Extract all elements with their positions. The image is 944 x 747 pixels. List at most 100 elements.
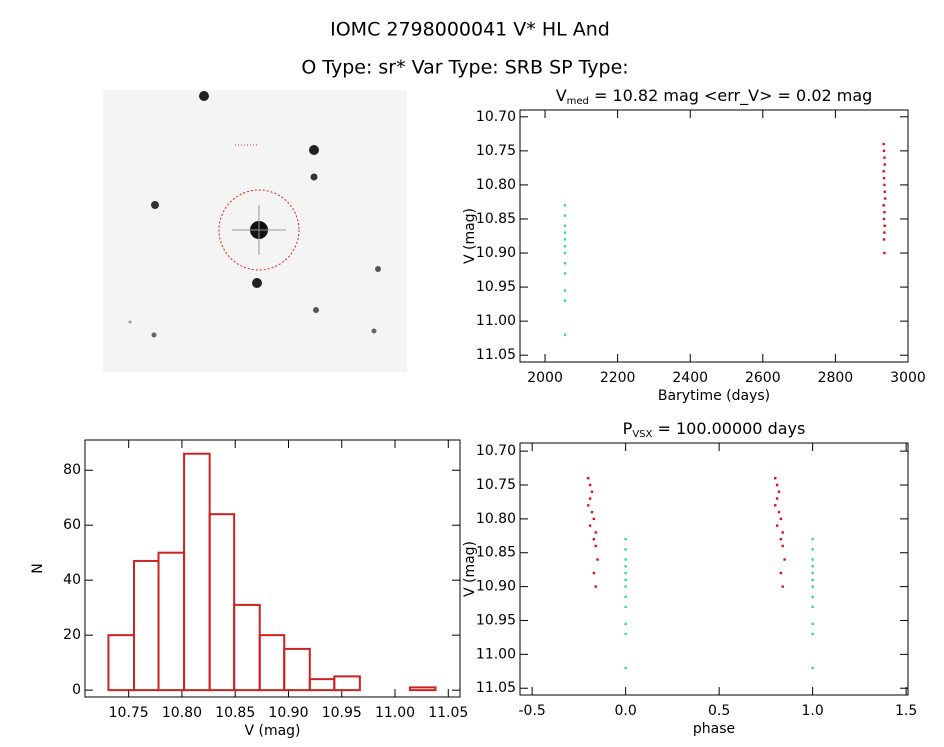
data-point — [624, 548, 627, 551]
data-point — [624, 578, 627, 582]
y-tick-label: 11.05 — [476, 347, 516, 363]
data-point — [563, 272, 567, 275]
data-point — [883, 210, 886, 214]
sky-image — [103, 90, 407, 372]
data-point — [588, 483, 592, 487]
data-point — [592, 537, 596, 541]
data-point — [883, 156, 886, 159]
data-point — [624, 632, 627, 636]
data-point — [811, 558, 814, 561]
x-tick-label: 2800 — [818, 370, 854, 386]
histogram-bar — [283, 647, 311, 692]
y-tick-label: 10.95 — [476, 279, 516, 295]
data-point — [588, 524, 592, 527]
data-point — [883, 231, 886, 234]
x-tick-label: 3000 — [890, 370, 926, 386]
x-tick-label: 10.80 — [162, 705, 202, 721]
data-point — [590, 490, 594, 493]
data-point — [774, 504, 777, 507]
y-tick-label: 11.00 — [476, 313, 516, 329]
data-point — [779, 517, 783, 521]
data-point — [882, 149, 886, 153]
y-tick-label: 10.95 — [476, 612, 516, 628]
data-point — [783, 558, 786, 561]
data-point — [811, 666, 814, 670]
data-point — [592, 571, 596, 575]
data-point — [781, 544, 784, 548]
data-point — [596, 558, 599, 561]
y-tick-label: 11.00 — [476, 646, 516, 662]
y-tick-label: 10.75 — [476, 143, 516, 159]
data-point — [624, 622, 627, 626]
data-point — [781, 531, 784, 534]
data-point — [563, 333, 567, 336]
y-tick-label: 20 — [63, 627, 81, 643]
x-tick-label: 2200 — [600, 370, 636, 386]
data-point — [811, 548, 814, 551]
x-tick-label: 0.5 — [708, 703, 730, 719]
data-point — [563, 299, 567, 302]
x-tick-label: 10.90 — [268, 705, 308, 721]
data-point — [624, 666, 627, 670]
x-tick-label: 11.00 — [375, 705, 415, 721]
data-point — [882, 217, 886, 221]
data-point — [624, 558, 627, 561]
data-point — [811, 622, 814, 626]
data-point — [563, 204, 567, 207]
histogram-bar — [258, 634, 286, 692]
page-subtitle: O Type: sr* Var Type: SRB SP Type: — [301, 57, 628, 79]
histogram-bar — [233, 603, 261, 692]
data-point — [882, 238, 886, 241]
data-point — [624, 595, 627, 598]
data-point — [811, 595, 814, 598]
data-point — [775, 524, 779, 527]
data-point — [563, 231, 567, 234]
y-tick-label: 10.75 — [476, 477, 516, 493]
y-tick-label: 80 — [63, 462, 81, 478]
page-title: IOMC 2798000041 V* HL And — [330, 19, 610, 41]
y-tick-label: 10.70 — [476, 443, 516, 459]
x-tick-label: 0.0 — [615, 703, 637, 719]
chart-title: Vmed = 10.82 mag <err_V> = 0.02 mag — [556, 86, 873, 108]
data-point — [883, 251, 886, 255]
x-tick-label: 1.0 — [802, 703, 824, 719]
y-tick-label: 10.85 — [476, 545, 516, 561]
y-tick-label: 40 — [63, 572, 81, 588]
x-tick-label: 2400 — [672, 370, 708, 386]
data-point — [563, 245, 567, 248]
data-point — [883, 183, 886, 187]
plot-frame — [519, 442, 909, 696]
y-tick-label: 60 — [63, 517, 81, 533]
title-subscript: med — [567, 96, 589, 107]
data-point — [563, 289, 567, 292]
y-axis-label: V (mag) — [462, 541, 478, 597]
data-point — [779, 571, 783, 575]
data-point — [563, 214, 567, 217]
data-point — [624, 585, 627, 588]
data-point — [883, 197, 887, 200]
data-point — [777, 510, 781, 514]
histogram-bar — [183, 452, 211, 692]
data-point — [563, 224, 567, 227]
data-point — [882, 204, 885, 207]
data-point — [587, 504, 590, 507]
x-tick-label: 2000 — [527, 370, 563, 386]
y-axis-label: V (mag) — [462, 208, 478, 264]
y-tick-label: 11.05 — [476, 680, 516, 696]
histogram-bar — [308, 678, 336, 692]
x-tick-label: 2600 — [745, 370, 781, 386]
data-point — [882, 170, 885, 173]
data-point — [594, 544, 597, 548]
data-point — [811, 605, 814, 609]
data-point — [779, 537, 783, 541]
x-tick-label: 10.85 — [215, 705, 255, 721]
data-point — [590, 510, 594, 514]
data-point — [777, 490, 781, 493]
title-part: = 100.00000 days — [652, 419, 805, 438]
title-subscript: VSX — [632, 429, 652, 440]
plot-frame — [84, 439, 461, 698]
data-point — [883, 224, 886, 227]
histogram-bar — [157, 551, 186, 692]
x-tick-label: -0.5 — [518, 703, 545, 719]
data-point — [563, 262, 567, 265]
